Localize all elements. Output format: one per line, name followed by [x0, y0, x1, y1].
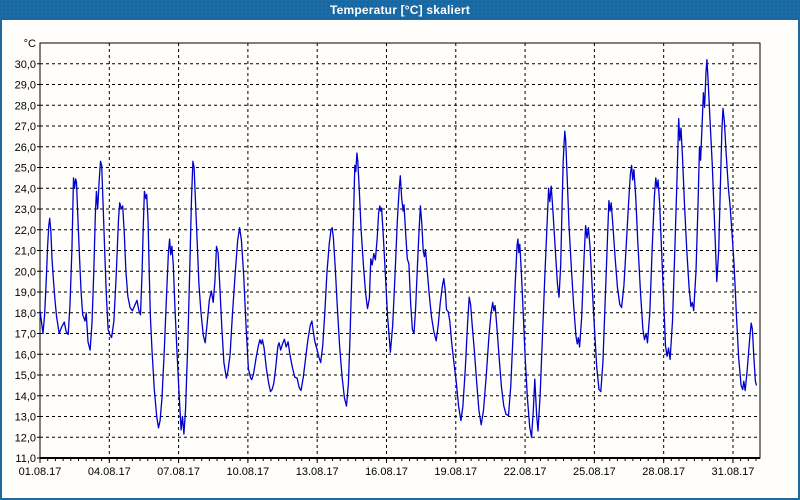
- x-tick-label: 25.08.17: [573, 466, 616, 478]
- y-tick-label: 20,0: [15, 266, 36, 278]
- x-tick-label: 16.08.17: [365, 466, 408, 478]
- y-tick-label: 23,0: [15, 204, 36, 216]
- y-tick-label: 15,0: [15, 370, 36, 382]
- temperature-series-line: [40, 58, 758, 438]
- y-tick-label: 19,0: [15, 287, 36, 299]
- y-tick-label: 26,0: [15, 142, 36, 154]
- y-tick-label: 27,0: [15, 121, 36, 133]
- y-tick-label: 30,0: [15, 59, 36, 71]
- y-tick-label: 18,0: [15, 308, 36, 320]
- y-tick-label: 22,0: [15, 225, 36, 237]
- axis-labels: °C 30,0 29,0 28,0 27,0 26,0 25,0 24,0 23,0 22,0 21…: [15, 38, 755, 478]
- window-titlebar[interactable]: Temperatur [°C] skaliert: [2, 0, 798, 20]
- x-tick-label: 28.08.17: [642, 466, 685, 478]
- x-tick-label: 13.08.17: [296, 466, 339, 478]
- y-tick-label: 21,0: [15, 246, 36, 258]
- y-tick-label: 12,0: [15, 432, 36, 444]
- y-tick-label: 13,0: [15, 412, 36, 424]
- x-tick-label: 07.08.17: [157, 466, 200, 478]
- y-tick-label: 28,0: [15, 100, 36, 112]
- y-tick-label: 25,0: [15, 163, 36, 175]
- x-tick-label: 04.08.17: [88, 466, 131, 478]
- x-tick-label: 01.08.17: [19, 466, 62, 478]
- y-tick-label: 14,0: [15, 391, 36, 403]
- y-tick-label: 29,0: [15, 80, 36, 92]
- y-tick-label: 16,0: [15, 349, 36, 361]
- chart-area: °C 30,0 29,0 28,0 27,0 26,0 25,0 24,0 23,0 22,0 21…: [2, 20, 798, 498]
- y-axis-unit-label: °C: [24, 38, 36, 50]
- y-tick-label: 17,0: [15, 329, 36, 341]
- x-tick-label: 31.08.17: [712, 466, 755, 478]
- window-title: Temperatur [°C] skaliert: [329, 3, 471, 17]
- x-tick-label: 10.08.17: [226, 466, 269, 478]
- x-tick-label: 22.08.17: [504, 466, 547, 478]
- y-tick-label: 11,0: [15, 453, 36, 465]
- y-tick-label: 24,0: [15, 183, 36, 195]
- x-tick-label: 19.08.17: [434, 466, 477, 478]
- temperature-chart: °C 30,0 29,0 28,0 27,0 26,0 25,0 24,0 23,0 22,0 21…: [15, 38, 761, 478]
